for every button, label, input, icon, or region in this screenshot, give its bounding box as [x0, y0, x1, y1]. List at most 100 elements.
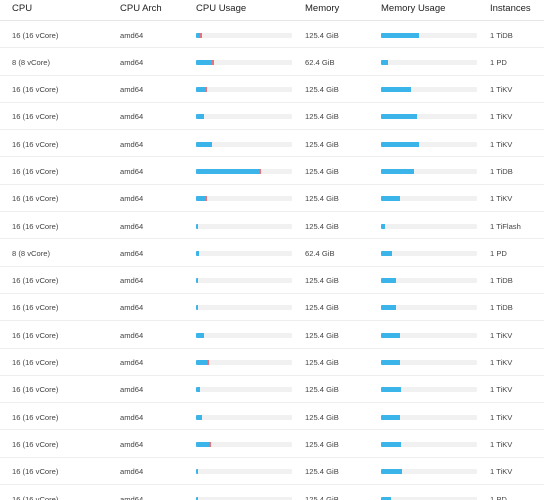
table-body: 16 (16 vCore) amd64 125.4 GiB 1 TiDB 8 (8 vC… [0, 21, 544, 500]
table-row[interactable]: 16 (16 vCore) amd64 125.4 GiB 1 TiKV [0, 321, 544, 349]
memory-cell: 125.4 GiB [305, 330, 339, 340]
cpu-usage-bar [196, 59, 292, 65]
cpu-cell: 16 (16 vCore) [12, 330, 59, 340]
cpu-usage-bar [196, 332, 292, 338]
header-instances[interactable]: Instances [490, 3, 531, 14]
table-row[interactable]: 16 (16 vCore) amd64 125.4 GiB 1 TiDB [0, 294, 544, 322]
memory-cell: 125.4 GiB [305, 467, 339, 477]
instances-cell: 1 TiKV [490, 358, 513, 368]
instances-cell: 1 PD [490, 248, 507, 258]
cpu-cell: 16 (16 vCore) [12, 385, 59, 395]
cpu-user-fill [196, 196, 205, 202]
cpu-system-fill [200, 414, 202, 420]
cpu-user-fill [196, 387, 199, 393]
instances-cell: 1 TiDB [490, 166, 513, 176]
cpu-usage-bar [196, 196, 292, 202]
table-row[interactable]: 8 (8 vCore) amd64 62.4 GiB 1 PD [0, 48, 544, 76]
cpu-arch-cell: amd64 [120, 358, 144, 368]
cpu-arch-cell: amd64 [120, 412, 144, 422]
cpu-user-fill [196, 414, 201, 420]
instances-cell: 1 TiKV [490, 385, 513, 395]
cpu-arch-cell: amd64 [120, 248, 144, 258]
table-row[interactable]: 16 (16 vCore) amd64 125.4 GiB 1 TiKV [0, 458, 544, 486]
cpu-user-fill [196, 114, 203, 120]
memory-usage-bar [381, 223, 477, 229]
memory-usage-bar [381, 332, 477, 338]
cpu-user-fill [196, 441, 211, 447]
memory-cell: 125.4 GiB [305, 358, 339, 368]
table-row[interactable]: 16 (16 vCore) amd64 125.4 GiB 1 TiDB [0, 267, 544, 294]
table-row[interactable]: 16 (16 vCore) amd64 125.4 GiB 1 TiKV [0, 76, 544, 103]
instances-cell: 1 TiKV [490, 194, 513, 204]
memory-usage-bar [381, 305, 477, 311]
table-row[interactable]: 16 (16 vCore) amd64 125.4 GiB 1 TiKV [0, 349, 544, 376]
table-row[interactable]: 16 (16 vCore) amd64 125.4 GiB 1 PD [0, 485, 544, 500]
memory-usage-bar [381, 496, 477, 500]
memory-cell: 125.4 GiB [305, 112, 339, 122]
table-row[interactable]: 16 (16 vCore) amd64 125.4 GiB 1 TiDB [0, 157, 544, 185]
memory-cell: 125.4 GiB [305, 385, 339, 395]
cpu-arch-cell: amd64 [120, 112, 144, 122]
table-row[interactable]: 16 (16 vCore) amd64 125.4 GiB 1 TiKV [0, 130, 544, 158]
table-row[interactable]: 16 (16 vCore) amd64 125.4 GiB 1 TiFlash [0, 212, 544, 240]
memory-usage-fill [381, 114, 417, 120]
table-row[interactable]: 16 (16 vCore) amd64 125.4 GiB 1 TiKV [0, 403, 544, 431]
memory-cell: 125.4 GiB [305, 412, 339, 422]
instances-cell: 1 TiDB [490, 30, 513, 40]
memory-usage-fill [381, 387, 402, 393]
memory-usage-fill [381, 59, 388, 65]
cpu-user-fill [196, 223, 198, 229]
cpu-cell: 16 (16 vCore) [12, 139, 59, 149]
memory-usage-bar [381, 387, 477, 393]
table-row[interactable]: 16 (16 vCore) amd64 125.4 GiB 1 TiDB [0, 21, 544, 49]
cpu-cell: 16 (16 vCore) [12, 221, 59, 231]
cpu-user-fill [196, 496, 198, 500]
cpu-arch-cell: amd64 [120, 30, 144, 40]
cpu-arch-cell: amd64 [120, 221, 144, 231]
cpu-user-fill [196, 278, 198, 284]
header-memory[interactable]: Memory [305, 3, 340, 14]
cpu-system-fill [210, 441, 212, 447]
memory-cell: 62.4 GiB [305, 248, 335, 258]
memory-usage-fill [381, 360, 401, 366]
header-cpu-arch[interactable]: CPU Arch [120, 3, 162, 14]
memory-usage-bar [381, 469, 477, 475]
header-cpu[interactable]: CPU [12, 3, 33, 14]
memory-usage-fill [381, 196, 401, 202]
cpu-arch-cell: amd64 [120, 139, 144, 149]
header-cpu-usage[interactable]: CPU Usage [196, 3, 247, 14]
cpu-system-fill [211, 141, 213, 147]
table-row[interactable]: 8 (8 vCore) amd64 62.4 GiB 1 PD [0, 239, 544, 267]
memory-cell: 125.4 GiB [305, 85, 339, 95]
cpu-usage-bar [196, 114, 292, 120]
cpu-usage-bar [196, 141, 292, 147]
table-header: CPU CPU Arch CPU Usage Memory Memory Usa… [0, 0, 544, 21]
table-row[interactable]: 16 (16 vCore) amd64 125.4 GiB 1 TiKV [0, 185, 544, 213]
instances-cell: 1 TiDB [490, 303, 513, 313]
cpu-cell: 16 (16 vCore) [12, 358, 59, 368]
cpu-user-fill [196, 360, 209, 366]
cpu-usage-bar [196, 469, 292, 475]
cpu-system-fill [212, 59, 215, 65]
instances-cell: 1 TiKV [490, 85, 513, 95]
cpu-usage-bar [196, 250, 292, 256]
table-row[interactable]: 16 (16 vCore) amd64 125.4 GiB 1 TiKV [0, 103, 544, 131]
cpu-cell: 16 (16 vCore) [12, 166, 59, 176]
memory-usage-bar [381, 87, 477, 93]
instances-cell: 1 TiKV [490, 467, 513, 477]
cpu-usage-bar [196, 360, 292, 366]
table-row[interactable]: 16 (16 vCore) amd64 125.4 GiB 1 TiKV [0, 376, 544, 404]
memory-usage-fill [381, 441, 402, 447]
memory-cell: 125.4 GiB [305, 303, 339, 313]
memory-usage-fill [381, 469, 403, 475]
memory-usage-fill [381, 141, 420, 147]
memory-usage-fill [381, 223, 385, 229]
cpu-system-fill [202, 332, 204, 338]
instances-cell: 1 TiKV [490, 439, 513, 449]
cpu-cell: 16 (16 vCore) [12, 30, 59, 40]
cpu-user-fill [196, 469, 198, 475]
cpu-user-fill [196, 59, 213, 65]
table-row[interactable]: 16 (16 vCore) amd64 125.4 GiB 1 TiKV [0, 430, 544, 458]
header-memory-usage[interactable]: Memory Usage [381, 3, 446, 14]
